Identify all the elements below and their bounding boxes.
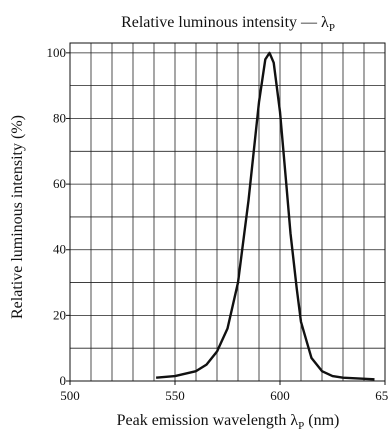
x-axis-label: Peak emission wavelength λP (nm) [117,412,340,432]
x-tick-label: 650 [375,388,388,403]
data-line [155,51,375,381]
x-tick-label: 600 [270,388,290,403]
x-tick-label: 500 [60,388,80,403]
x-tick-label: 550 [165,388,185,403]
y-tick-label: 100 [47,45,67,60]
chart-title: Relative luminous intensity — λP [121,14,335,34]
title-text: Relative luminous intensity — λ [121,14,329,31]
y-axis-label: Relative luminous intensity (%) [9,115,26,319]
y-tick-label: 80 [53,110,66,125]
y-tick-label: 0 [60,373,67,388]
plot-frame [69,42,386,382]
x-label-unit: (nm) [304,412,339,429]
x-label-text: Peak emission wavelength λ [117,412,299,429]
title-subscript: P [329,22,335,34]
y-tick-label: 20 [53,307,66,322]
y-tick-label: 40 [53,242,66,257]
x-label-subscript: P [298,420,304,432]
y-tick-label: 60 [53,176,66,191]
